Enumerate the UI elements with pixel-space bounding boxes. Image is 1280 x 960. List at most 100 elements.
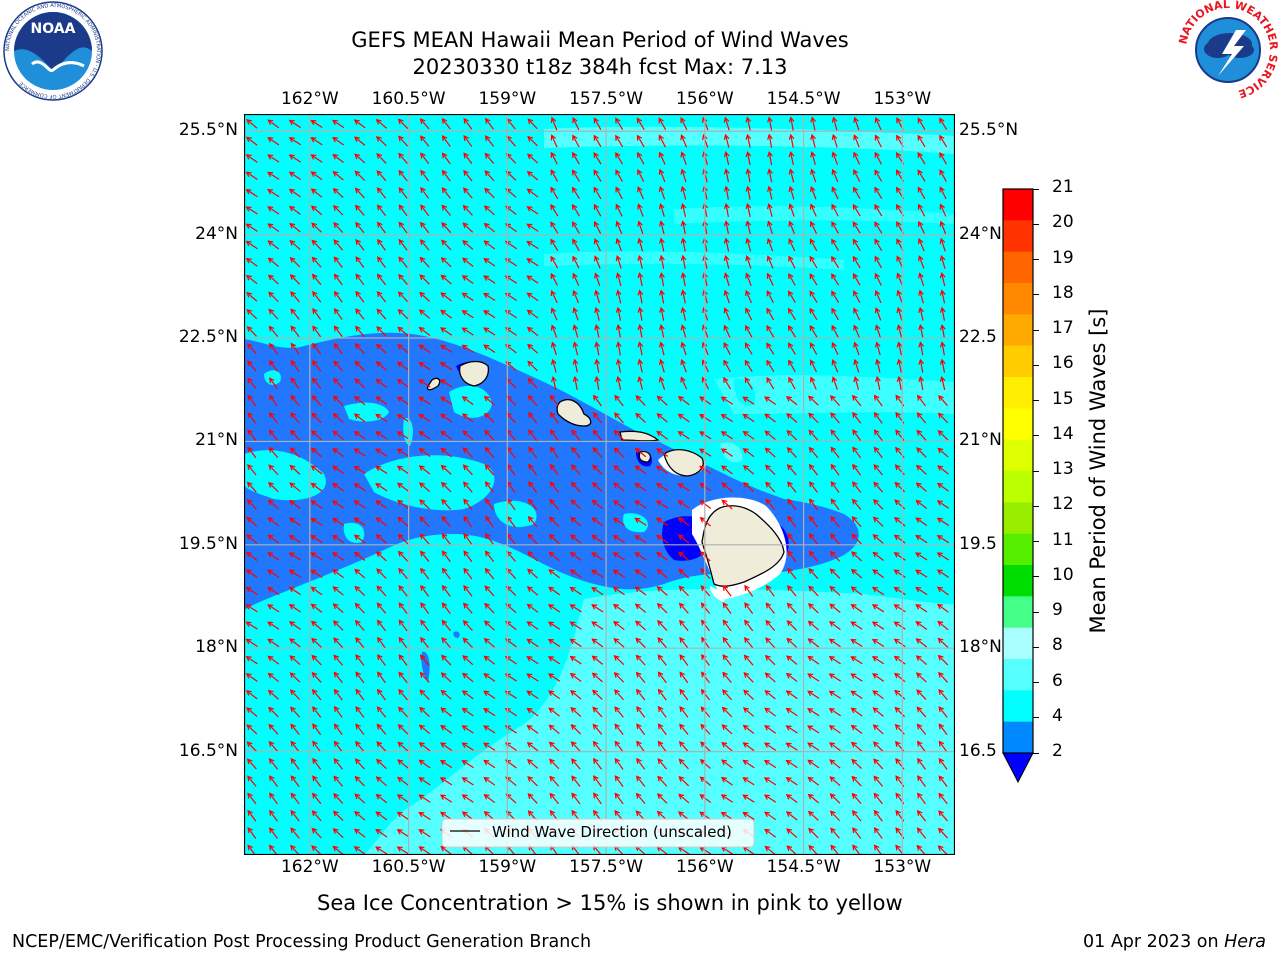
wave-direction-arrow: [290, 809, 300, 822]
wave-direction-arrow: [677, 413, 690, 423]
wave-direction-arrow: [246, 707, 258, 717]
wave-direction-arrow: [526, 707, 539, 717]
wave-direction-arrow: [375, 828, 388, 838]
wave-direction-arrow: [547, 638, 561, 647]
wave-direction-arrow: [787, 515, 797, 528]
wave-direction-arrow: [785, 690, 798, 700]
wave-direction-arrow: [788, 185, 795, 200]
wave-direction-arrow: [462, 430, 474, 441]
wave-direction-arrow: [593, 775, 602, 787]
wave-direction-arrow: [936, 552, 949, 561]
wave-direction-arrow: [268, 464, 279, 476]
wave-direction-arrow: [551, 375, 557, 390]
legend-label: Wind Wave Direction (unscaled): [492, 823, 732, 841]
wave-direction-arrow: [526, 206, 539, 215]
wave-direction-arrow: [894, 706, 906, 718]
wave-direction-arrow: [311, 222, 322, 233]
wave-direction-arrow: [786, 464, 797, 476]
wave-direction-arrow: [745, 307, 753, 321]
wave-direction-arrow: [288, 154, 302, 163]
wave-direction-arrow: [656, 430, 668, 440]
wave-direction-arrow: [439, 379, 453, 388]
wave-direction-arrow: [483, 222, 495, 233]
wave-direction-arrow: [636, 688, 646, 701]
wave-direction-arrow: [634, 447, 647, 458]
wave-direction-arrow: [375, 431, 388, 440]
wave-direction-arrow: [246, 481, 257, 493]
wave-direction-arrow: [527, 377, 538, 389]
wave-direction-arrow: [333, 775, 344, 787]
wave-direction-arrow: [268, 446, 279, 459]
wave-direction-arrow: [310, 552, 323, 561]
wave-direction-arrow: [871, 621, 885, 630]
wave-direction-arrow: [376, 585, 387, 597]
wave-direction-arrow: [353, 483, 366, 492]
wave-direction-arrow: [420, 602, 430, 615]
colorbar-tick-label: 6: [1052, 670, 1063, 691]
wave-direction-arrow: [246, 741, 257, 752]
wave-direction-arrow: [245, 189, 258, 198]
wave-direction-arrow: [591, 552, 604, 561]
wave-direction-arrow: [614, 740, 624, 753]
wave-direction-arrow: [809, 342, 818, 355]
wave-direction-arrow: [874, 186, 883, 200]
wave-direction-arrow: [893, 655, 906, 665]
wave-direction-arrow: [635, 620, 647, 631]
wave-direction-arrow: [461, 275, 474, 285]
wave-direction-arrow: [767, 185, 773, 200]
wave-direction-arrow: [376, 308, 387, 320]
wave-direction-arrow: [810, 151, 816, 166]
wave-direction-arrow: [723, 168, 730, 183]
wave-direction-arrow: [853, 376, 860, 390]
wave-direction-arrow: [441, 584, 451, 597]
colorbar-tick-mark: [1033, 646, 1039, 648]
wave-direction-arrow: [354, 775, 365, 787]
wave-direction-arrow: [699, 413, 712, 423]
wave-direction-arrow: [548, 569, 560, 579]
wave-direction-arrow: [418, 309, 431, 319]
wave-direction-arrow: [353, 465, 366, 475]
wave-direction-arrow: [592, 394, 602, 407]
wave-direction-arrow: [526, 292, 539, 302]
wave-direction-arrow: [742, 742, 755, 752]
wave-direction-arrow: [440, 707, 452, 717]
wave-direction-arrow: [290, 706, 300, 718]
wave-direction-arrow: [398, 671, 408, 684]
wave-direction-arrow: [699, 465, 712, 475]
wave-direction-arrow: [333, 654, 344, 666]
wave-direction-arrow: [310, 569, 323, 578]
wave-direction-arrow: [873, 758, 884, 770]
wave-direction-arrow: [808, 567, 819, 580]
wave-direction-arrow: [376, 153, 387, 164]
wave-direction-arrow: [658, 168, 666, 183]
wave-direction-arrow: [744, 584, 754, 597]
wave-direction-arrow: [550, 186, 559, 200]
wave-direction-arrow: [764, 828, 776, 838]
wave-direction-arrow: [613, 464, 625, 475]
wave-direction-arrow: [917, 203, 926, 217]
wave-direction-arrow: [745, 202, 752, 217]
wave-direction-arrow: [441, 221, 452, 234]
wave-direction-arrow: [937, 447, 949, 458]
wave-direction-arrow: [419, 516, 430, 528]
wave-direction-arrow: [871, 656, 885, 665]
wave-direction-arrow: [937, 603, 949, 613]
wave-direction-arrow: [808, 463, 819, 476]
wave-direction-arrow: [613, 482, 625, 492]
wave-direction-arrow: [917, 220, 925, 234]
wave-direction-arrow: [484, 481, 495, 493]
wave-direction-arrow: [569, 551, 582, 561]
wave-direction-arrow: [398, 273, 408, 286]
wave-direction-arrow: [548, 551, 560, 562]
wave-direction-arrow: [939, 151, 948, 165]
wave-direction-arrow: [766, 376, 775, 390]
wave-direction-arrow: [678, 585, 689, 597]
wave-direction-arrow: [462, 239, 474, 250]
lee-light-pocket: [720, 442, 743, 463]
wave-direction-arrow: [658, 134, 666, 148]
wave-direction-arrow: [440, 413, 453, 423]
wave-direction-arrow: [592, 757, 602, 770]
wave-direction-arrow: [764, 672, 776, 683]
wave-direction-arrow: [937, 671, 949, 683]
wave-direction-arrow: [917, 775, 926, 788]
